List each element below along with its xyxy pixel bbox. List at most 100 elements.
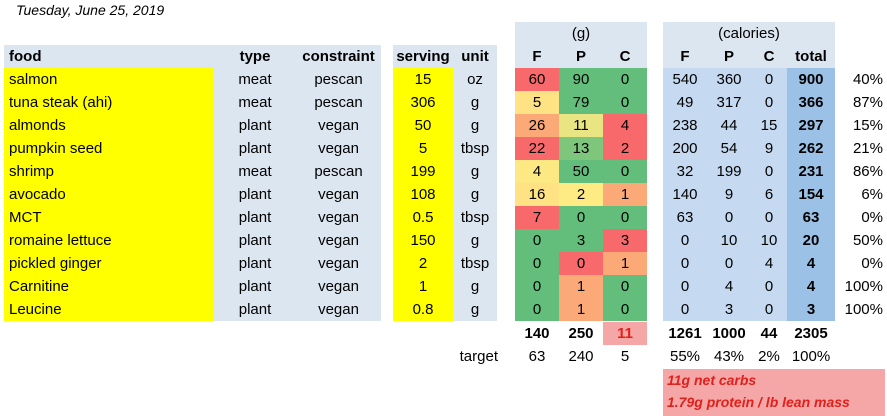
cell-cal-f: 0	[663, 298, 707, 321]
cell-cal-total: 231	[787, 160, 835, 183]
cell-unit: tbsp	[453, 252, 497, 275]
cell-unit: g	[453, 229, 497, 252]
cell-grams-c: 0	[603, 91, 647, 114]
cell-grams-f: 26	[515, 114, 559, 137]
note-protein-ratio: 1.79g protein / lb lean mass	[667, 394, 850, 410]
cell-constraint: vegan	[296, 206, 381, 229]
cell-type: plant	[214, 229, 296, 252]
cell-cal-f: 140	[663, 183, 707, 206]
cell-grams-c: 0	[603, 206, 647, 229]
cell-cal-p: 4	[707, 275, 751, 298]
target-grams-p: 240	[568, 348, 594, 365]
cell-type: plant	[214, 114, 296, 137]
cell-constraint: vegan	[296, 275, 381, 298]
cell-constraint: vegan	[296, 183, 381, 206]
cell-cal-c: 0	[751, 160, 787, 183]
cell-cal-c: 0	[751, 298, 787, 321]
total-cal-f: 1261	[668, 325, 702, 342]
cell-serving: 150	[393, 229, 453, 252]
cell-grams-f: 0	[515, 252, 559, 275]
cell-constraint: vegan	[296, 252, 381, 275]
cell-cal-c: 10	[751, 229, 787, 252]
cell-cal-f: 49	[663, 91, 707, 114]
cell-grams-p: 0	[559, 206, 603, 229]
cell-unit: oz	[453, 68, 497, 91]
cell-grams-p: 1	[559, 275, 603, 298]
cell-grams-p: 79	[559, 91, 603, 114]
cell-cal-p: 199	[707, 160, 751, 183]
cell-grams-c: 1	[603, 183, 647, 206]
cell-constraint: pescan	[296, 68, 381, 91]
sheet-date: Tuesday, June 25, 2019	[16, 2, 165, 18]
cell-serving: 0.8	[393, 298, 453, 321]
cell-percent: 0%	[861, 255, 883, 272]
cell-grams-p: 1	[559, 298, 603, 321]
cell-cal-f: 238	[663, 114, 707, 137]
cell-unit: g	[453, 275, 497, 298]
cell-grams-p: 0	[559, 252, 603, 275]
cell-percent: 100%	[844, 278, 883, 295]
cell-cal-total: 262	[787, 137, 835, 160]
total-grams-c: 11	[603, 322, 647, 345]
cell-grams-f: 0	[515, 229, 559, 252]
target-cal-c: 2%	[758, 348, 780, 365]
cell-cal-p: 360	[707, 68, 751, 91]
cell-cal-f: 200	[663, 137, 707, 160]
cell-percent: 40%	[852, 71, 883, 88]
cell-cal-f: 0	[663, 275, 707, 298]
cell-unit: tbsp	[453, 137, 497, 160]
cell-serving: 50	[393, 114, 453, 137]
cell-serving: 1	[393, 275, 453, 298]
cell-food: salmon	[4, 68, 214, 91]
header-band-food	[4, 45, 381, 68]
note-net-carbs: 11g net carbs	[667, 372, 757, 388]
cell-food: pickled ginger	[4, 252, 214, 275]
cell-type: plant	[214, 298, 296, 321]
cell-type: meat	[214, 91, 296, 114]
cell-cal-c: 0	[751, 275, 787, 298]
cell-grams-f: 22	[515, 137, 559, 160]
cell-grams-f: 5	[515, 91, 559, 114]
cell-constraint: vegan	[296, 229, 381, 252]
cell-cal-p: 54	[707, 137, 751, 160]
cell-serving: 5	[393, 137, 453, 160]
cell-grams-f: 7	[515, 206, 559, 229]
cell-serving: 108	[393, 183, 453, 206]
cell-unit: g	[453, 91, 497, 114]
cell-cal-f: 63	[663, 206, 707, 229]
cell-cal-total: 63	[787, 206, 835, 229]
cell-grams-c: 0	[603, 275, 647, 298]
cell-cal-total: 366	[787, 91, 835, 114]
cell-constraint: pescan	[296, 91, 381, 114]
cell-food: shrimp	[4, 160, 214, 183]
cell-cal-f: 0	[663, 229, 707, 252]
cell-percent: 6%	[861, 186, 883, 203]
cell-unit: tbsp	[453, 206, 497, 229]
cell-grams-c: 0	[603, 160, 647, 183]
cell-grams-c: 1	[603, 252, 647, 275]
target-cal-f: 55%	[669, 348, 701, 365]
cell-constraint: pescan	[296, 160, 381, 183]
cell-serving: 15	[393, 68, 453, 91]
grams-group-header: (g)	[571, 25, 591, 42]
cell-food: Leucine	[4, 298, 214, 321]
cell-type: meat	[214, 68, 296, 91]
cell-cal-p: 0	[707, 206, 751, 229]
cell-type: plant	[214, 206, 296, 229]
cell-grams-p: 50	[559, 160, 603, 183]
cell-grams-p: 3	[559, 229, 603, 252]
cell-grams-p: 11	[559, 114, 603, 137]
cell-grams-p: 2	[559, 183, 603, 206]
cell-unit: g	[453, 298, 497, 321]
cell-food: avocado	[4, 183, 214, 206]
target-grams-c: 5	[620, 348, 630, 365]
cell-grams-f: 0	[515, 298, 559, 321]
header-type: type	[239, 48, 271, 65]
cell-cal-p: 44	[707, 114, 751, 137]
cell-cal-p: 10	[707, 229, 751, 252]
cell-grams-p: 13	[559, 137, 603, 160]
target-cal-total: 100%	[791, 348, 831, 365]
header-band-serving	[393, 45, 497, 68]
header-constraint: constraint	[302, 48, 375, 65]
cell-cal-c: 6	[751, 183, 787, 206]
